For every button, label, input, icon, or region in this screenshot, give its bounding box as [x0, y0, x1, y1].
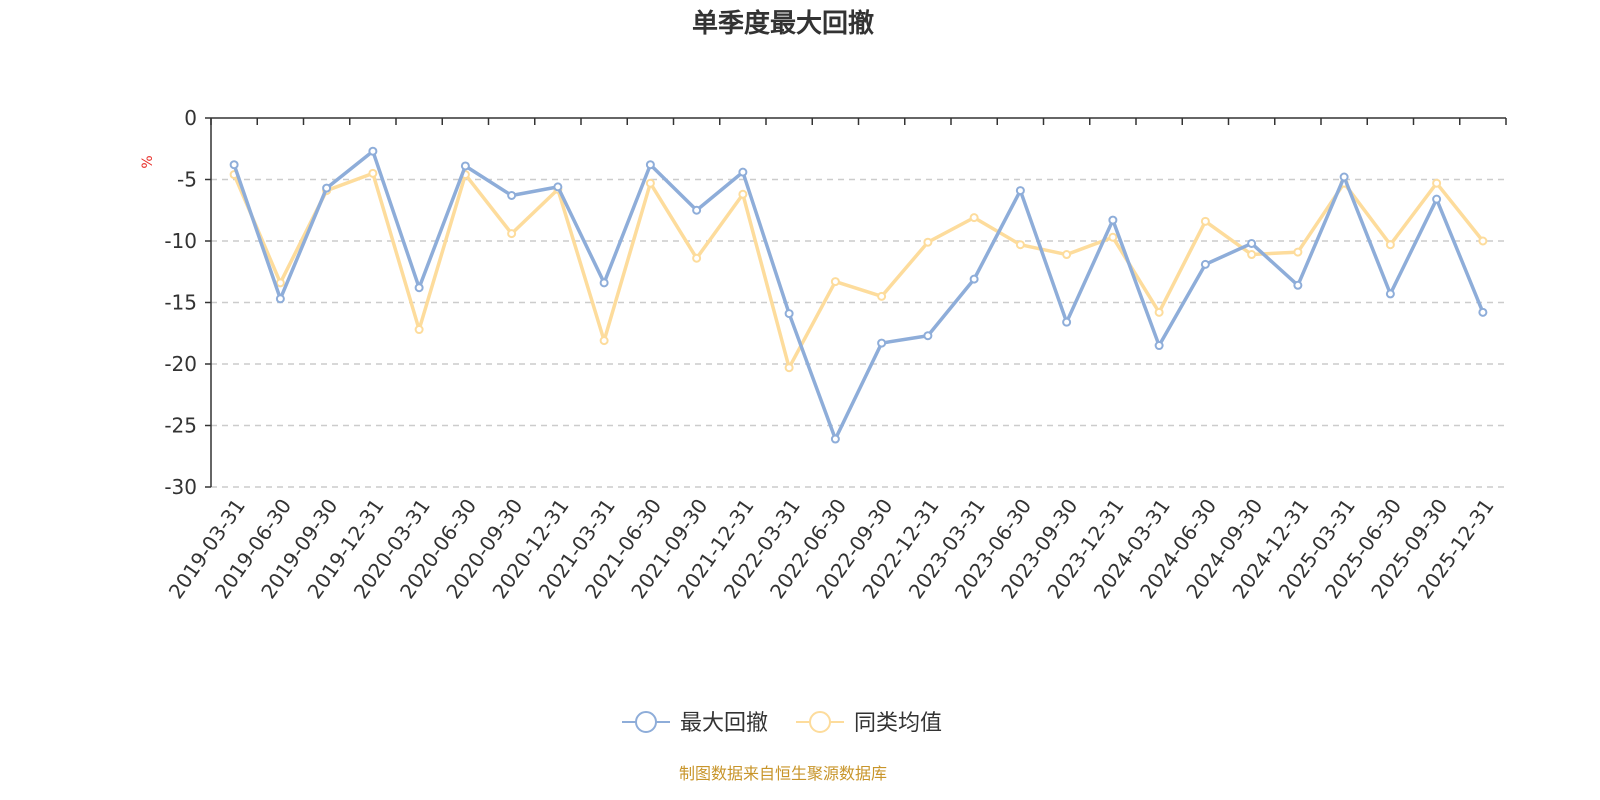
y-tick-label: -20 [164, 352, 197, 376]
data-point [1247, 250, 1257, 260]
data-point [784, 363, 794, 373]
x-tick-labels: 2019-03-312019-06-302019-09-302019-12-31… [164, 494, 1499, 603]
data-point [1154, 341, 1164, 351]
data-point [368, 146, 378, 156]
legend[interactable]: 最大回撤 同类均值 [622, 711, 942, 736]
series-line [232, 171, 1485, 370]
series-line [232, 149, 1485, 441]
data-point [1108, 232, 1118, 242]
data-point [507, 229, 517, 239]
legend-marker-peer-average [809, 711, 831, 733]
data-point [507, 190, 517, 200]
y-tick-label: -25 [164, 414, 197, 438]
data-point [1478, 307, 1488, 317]
data-point [1478, 236, 1488, 246]
data-point [1062, 250, 1072, 260]
legend-item-drawdown[interactable]: 最大回撤 [622, 711, 768, 736]
data-point [1015, 240, 1025, 250]
data-point [645, 178, 655, 188]
y-tick-label: -30 [164, 475, 197, 499]
data-point [830, 434, 840, 444]
data-point [460, 161, 470, 171]
data-point [599, 336, 609, 346]
data-point [923, 237, 933, 247]
data-point [229, 160, 239, 170]
data-point [969, 213, 979, 223]
data-point [553, 182, 563, 192]
data-point [1247, 238, 1257, 248]
legend-label-peer-average: 同类均值 [854, 711, 942, 736]
source-note: 制图数据来自恒生聚源数据库 [679, 764, 887, 783]
data-point [368, 168, 378, 178]
data-point [692, 253, 702, 263]
series-drawdown [229, 146, 1488, 444]
data-point [322, 183, 332, 193]
data-point [923, 331, 933, 341]
data-point [830, 277, 840, 287]
data-point [414, 283, 424, 293]
legend-label-drawdown: 最大回撤 [680, 711, 768, 736]
data-point [1293, 247, 1303, 257]
data-point [969, 274, 979, 284]
data-point [1385, 289, 1395, 299]
data-point [1200, 259, 1210, 269]
data-point [1339, 172, 1349, 182]
data-point [275, 278, 285, 288]
data-point [877, 338, 887, 348]
data-point [877, 291, 887, 301]
y-tick-labels: 0 -5 -10 -15 -20 -25 -30 [164, 106, 197, 499]
data-point [1432, 194, 1442, 204]
data-point [599, 278, 609, 288]
data-point [414, 325, 424, 335]
data-point [275, 294, 285, 304]
data-point [738, 189, 748, 199]
chart-title: 单季度最大回撤 [692, 8, 874, 39]
data-point [1062, 317, 1072, 327]
data-point [1432, 178, 1442, 188]
axes [205, 117, 1507, 488]
data-point [1293, 280, 1303, 290]
data-point [1108, 215, 1118, 225]
series [229, 146, 1488, 444]
series-peer-average [229, 168, 1488, 373]
legend-item-peer-average[interactable]: 同类均值 [796, 711, 942, 736]
data-point [1015, 186, 1025, 196]
y-axis-unit: % [140, 155, 156, 168]
y-tick-label: -15 [164, 291, 197, 315]
data-point [1385, 240, 1395, 250]
y-tick-label: -10 [164, 229, 197, 253]
legend-marker-drawdown [635, 711, 657, 733]
data-point [692, 205, 702, 215]
data-point [1200, 216, 1210, 226]
data-point [1154, 307, 1164, 317]
grid-lines [211, 178, 1506, 488]
data-point [784, 309, 794, 319]
data-point [738, 167, 748, 177]
y-tick-label: -5 [177, 168, 197, 192]
data-point [645, 160, 655, 170]
y-tick-label: 0 [184, 106, 197, 130]
